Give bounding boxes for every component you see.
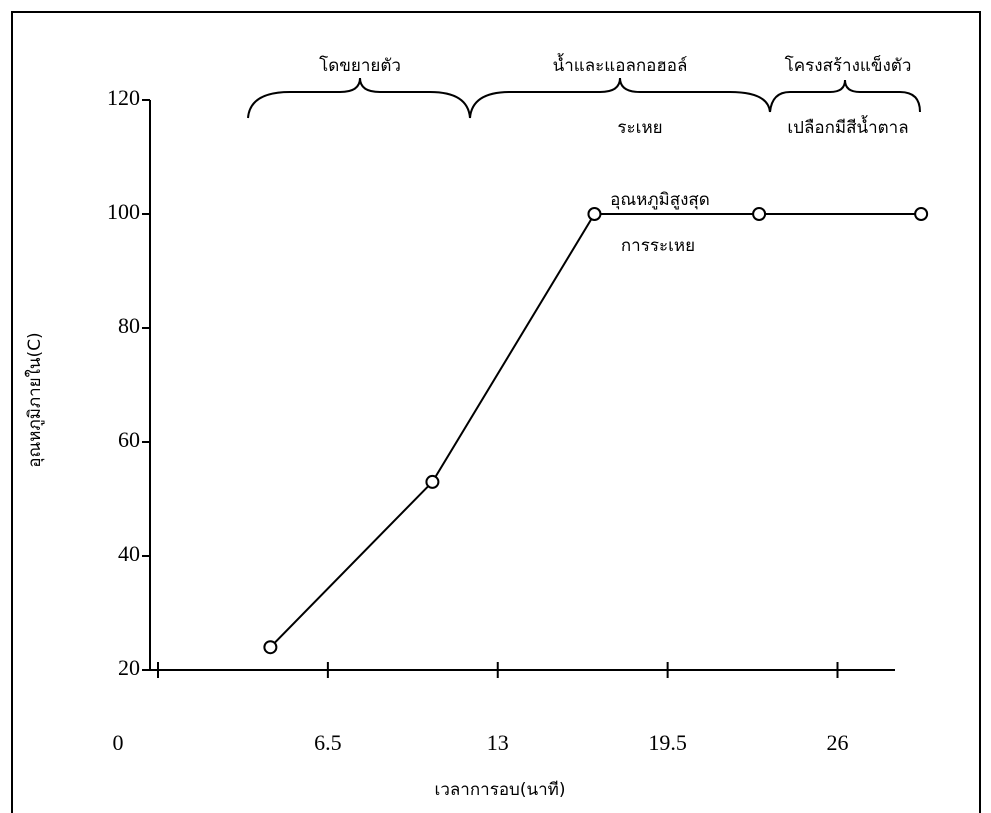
annotation: อุณหภูมิสูงสุด	[610, 190, 710, 210]
point	[587, 207, 602, 221]
y-tick-label: 60	[118, 427, 140, 452]
point	[263, 640, 278, 655]
annotation: การระเหย	[621, 236, 695, 256]
y-tick-label: 40	[118, 541, 140, 566]
braces	[247, 77, 921, 119]
point	[914, 207, 929, 221]
frame	[11, 11, 981, 813]
x-tick-label: 0	[113, 730, 124, 755]
annotation: โครงสร้างแข็งตัว	[785, 54, 912, 76]
annotation: ระเหย	[617, 118, 662, 138]
x-tick-label: 19.5	[648, 730, 687, 755]
y-tick-label: 120	[107, 85, 140, 110]
point	[752, 207, 767, 221]
line	[269, 213, 922, 648]
x-axis-label: เวลาการอบ(นาที)	[435, 780, 566, 800]
y-tick-label: 100	[107, 199, 140, 224]
y-axis-label: อุณหภูมิภายใน(C)	[24, 332, 45, 467]
y-tick-label: 20	[118, 655, 140, 680]
annotation: น้ำและแอลกอฮอล์	[553, 53, 688, 76]
x-tick-label: 13	[487, 730, 509, 755]
annotation: เปลือกมีสีน้ำตาล	[787, 115, 908, 138]
x-tick-label: 26	[827, 730, 849, 755]
x-tick-label: 6.5	[314, 730, 342, 755]
annotation: โดขยายตัว	[319, 55, 401, 76]
y-tick-label: 80	[118, 313, 140, 338]
point	[425, 474, 440, 489]
